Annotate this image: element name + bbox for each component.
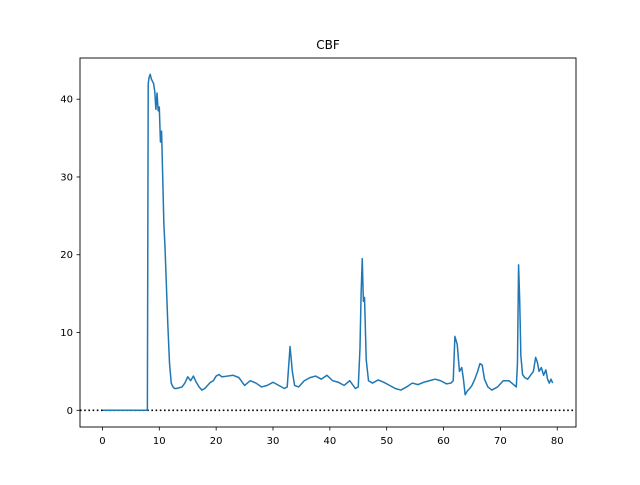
y-tick-label: 20 <box>60 250 73 261</box>
series-layer <box>102 73 554 412</box>
x-tick-label: 0 <box>99 436 105 447</box>
y-tick-label: 10 <box>60 328 73 339</box>
x-tick-label: 50 <box>380 436 393 447</box>
x-tick-label: 60 <box>437 436 450 447</box>
x-tick-label: 70 <box>494 436 507 447</box>
chart-title: CBF <box>316 38 340 52</box>
x-tick-label: 30 <box>267 436 280 447</box>
x-tick-label: 80 <box>551 436 564 447</box>
y-tick-label: 0 <box>67 406 73 417</box>
series-line-0 <box>102 73 554 412</box>
x-tick-label: 40 <box>323 436 336 447</box>
x-tick-label: 20 <box>210 436 223 447</box>
x-tick-label: 10 <box>153 436 166 447</box>
y-tick-label: 30 <box>60 172 73 183</box>
y-tick-label: 40 <box>60 95 73 106</box>
axes: 0 10 20 30 40 50 60 70 80 0 10 20 30 40 <box>60 95 563 447</box>
plot-frame <box>79 57 577 428</box>
